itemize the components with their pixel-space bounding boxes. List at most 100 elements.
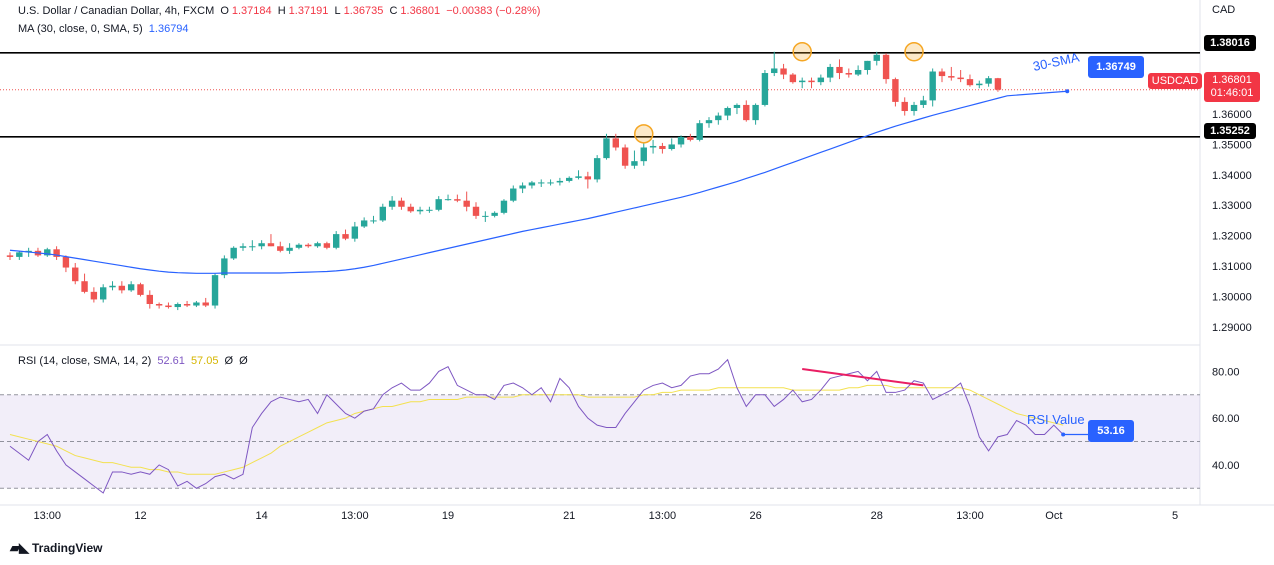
candle-up[interactable] <box>435 199 442 210</box>
candle-up[interactable] <box>715 115 722 121</box>
candle-up[interactable] <box>100 287 107 300</box>
candle-down[interactable] <box>267 243 275 247</box>
ma-line[interactable] <box>9 90 1068 274</box>
candle-down[interactable] <box>137 284 144 295</box>
candle-up[interactable] <box>370 220 377 222</box>
candle-up[interactable] <box>491 212 498 216</box>
candle-up[interactable] <box>528 182 536 186</box>
candle-up[interactable] <box>519 185 526 189</box>
candle-down[interactable] <box>277 246 284 251</box>
candle-up[interactable] <box>221 258 228 276</box>
candle-down[interactable] <box>948 76 955 78</box>
candle-up[interactable] <box>705 120 713 124</box>
candle-down[interactable] <box>72 267 79 282</box>
candle-up[interactable] <box>510 188 517 201</box>
candle-up[interactable] <box>547 182 554 184</box>
candle-up[interactable] <box>556 180 564 183</box>
candle-up[interactable] <box>985 78 992 84</box>
candle-down[interactable] <box>789 74 797 83</box>
candle-up[interactable] <box>444 199 452 201</box>
candle-down[interactable] <box>155 304 163 306</box>
candle-up[interactable] <box>249 246 256 248</box>
candle-up[interactable] <box>817 77 825 83</box>
candle-up[interactable] <box>538 182 545 184</box>
candle-up[interactable] <box>286 247 293 251</box>
candle-down[interactable] <box>202 302 209 306</box>
candle-down[interactable] <box>165 305 172 308</box>
candle-down[interactable] <box>901 101 908 112</box>
candle-up[interactable] <box>388 200 396 207</box>
candle-up[interactable] <box>640 147 647 162</box>
candle-up[interactable] <box>500 200 508 213</box>
symbol-title[interactable]: U.S. Dollar / Canadian Dollar, 4h, FXCM <box>18 5 215 17</box>
candle-up[interactable] <box>873 54 880 61</box>
candle-up[interactable] <box>566 177 573 181</box>
candle-up[interactable] <box>668 144 675 150</box>
candle-down[interactable] <box>62 256 70 268</box>
candle-down[interactable] <box>836 66 843 74</box>
rsi-ma-line[interactable] <box>9 384 1064 475</box>
candle-up[interactable] <box>295 244 303 248</box>
candle-up[interactable] <box>211 275 219 306</box>
candle-up[interactable] <box>920 100 927 105</box>
candle-down[interactable] <box>183 304 191 306</box>
candle-up[interactable] <box>631 161 638 166</box>
candle-down[interactable] <box>966 79 974 86</box>
candle-down[interactable] <box>612 138 619 148</box>
candle-down[interactable] <box>407 206 414 212</box>
candle-down[interactable] <box>90 291 98 300</box>
candle-down[interactable] <box>621 147 629 166</box>
candle-up[interactable] <box>426 209 433 211</box>
candle-up[interactable] <box>482 215 489 217</box>
candle-down[interactable] <box>305 244 312 247</box>
tradingview-brand[interactable]: ▰◣ TradingView <box>10 540 102 556</box>
candle-up[interactable] <box>603 138 610 159</box>
candle-up[interactable] <box>360 220 368 227</box>
candle-up[interactable] <box>696 123 703 140</box>
candle-up[interactable] <box>351 226 359 239</box>
candle-up[interactable] <box>752 104 759 121</box>
candle-up[interactable] <box>416 209 424 212</box>
candle-up[interactable] <box>333 234 340 248</box>
candle-up[interactable] <box>109 285 116 288</box>
candle-down[interactable] <box>882 54 890 80</box>
candle-down[interactable] <box>118 285 126 291</box>
candle-down[interactable] <box>342 234 349 239</box>
candle-up[interactable] <box>854 69 862 75</box>
candle-down[interactable] <box>687 136 694 140</box>
candle-up[interactable] <box>379 206 386 221</box>
candle-down[interactable] <box>53 249 60 257</box>
candle-up[interactable] <box>929 71 936 101</box>
candle-up[interactable] <box>258 243 265 247</box>
candle-down[interactable] <box>892 79 899 102</box>
candle-down[interactable] <box>81 281 88 292</box>
candle-down[interactable] <box>780 68 787 75</box>
candle-down[interactable] <box>146 294 153 305</box>
candle-down[interactable] <box>6 255 14 257</box>
candle-up[interactable] <box>826 66 834 78</box>
candle-up[interactable] <box>761 73 769 105</box>
candle-up[interactable] <box>575 176 582 178</box>
candle-down[interactable] <box>454 199 461 201</box>
candle-down[interactable] <box>808 80 815 83</box>
rsi-line[interactable] <box>9 358 1064 494</box>
candle-down[interactable] <box>584 176 592 180</box>
candle-down[interactable] <box>957 77 964 80</box>
candle-up[interactable] <box>771 68 778 74</box>
candle-up[interactable] <box>16 252 23 257</box>
candle-up[interactable] <box>230 247 237 259</box>
rsi-label[interactable]: RSI (14, close, SMA, 14, 2) <box>18 355 152 367</box>
candle-up[interactable] <box>976 83 983 86</box>
candle-up[interactable] <box>314 243 321 247</box>
candle-up[interactable] <box>127 284 135 291</box>
candle-down[interactable] <box>323 243 331 248</box>
candle-up[interactable] <box>239 246 247 248</box>
candle-up[interactable] <box>593 158 601 180</box>
candle-down[interactable] <box>994 78 1002 90</box>
candle-down[interactable] <box>659 145 666 150</box>
ma-label[interactable]: MA (30, close, 0, SMA, 5) <box>18 23 143 35</box>
candle-down[interactable] <box>398 200 405 207</box>
candle-up[interactable] <box>799 80 806 83</box>
candle-up[interactable] <box>193 302 200 306</box>
